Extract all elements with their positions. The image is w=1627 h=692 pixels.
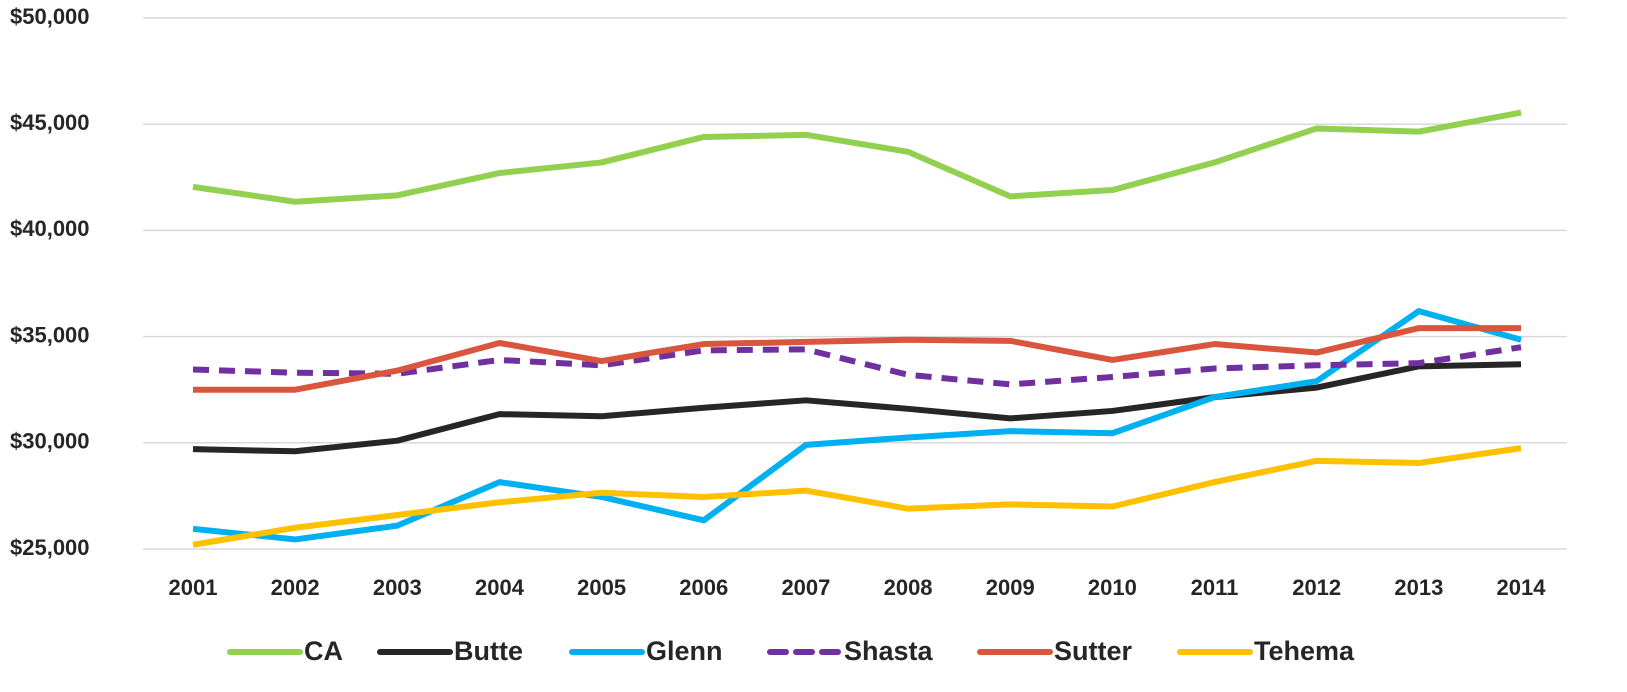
- legend-label: Butte: [454, 636, 523, 666]
- legend-label: CA: [304, 636, 343, 666]
- x-tick-label: 2007: [781, 575, 830, 600]
- x-tick-label: 2010: [1088, 575, 1137, 600]
- x-tick-label: 2004: [475, 575, 525, 600]
- series-line: [193, 325, 1521, 393]
- series-line: [192, 308, 1522, 543]
- x-tick-label: 2012: [1292, 575, 1341, 600]
- legend-label: Sutter: [1054, 636, 1133, 666]
- x-tick-label: 2014: [1497, 575, 1547, 600]
- y-tick-label: $45,000: [10, 110, 90, 135]
- x-tick-label: 2009: [986, 575, 1035, 600]
- x-tick-label: 2002: [271, 575, 320, 600]
- y-tick-label: $35,000: [10, 322, 90, 347]
- series-line: [192, 344, 1522, 388]
- series-line: [192, 109, 1522, 205]
- x-tick-label: 2008: [884, 575, 933, 600]
- legend-label: Shasta: [844, 636, 934, 666]
- legend-label: Tehema: [1254, 636, 1355, 666]
- series-line: [192, 361, 1522, 455]
- x-tick-label: 2005: [577, 575, 626, 600]
- x-tick-label: 2001: [169, 575, 218, 600]
- y-tick-label: $25,000: [10, 535, 90, 560]
- legend-label: Glenn: [646, 636, 723, 666]
- y-tick-label: $50,000: [10, 4, 90, 29]
- y-tick-label: $40,000: [10, 216, 90, 241]
- series-line: [192, 445, 1522, 548]
- x-tick-label: 2011: [1191, 575, 1239, 600]
- x-tick-label: 2003: [373, 575, 422, 600]
- x-tick-label: 2006: [679, 575, 728, 600]
- x-tick-label: 2013: [1394, 575, 1443, 600]
- y-tick-label: $30,000: [10, 429, 90, 454]
